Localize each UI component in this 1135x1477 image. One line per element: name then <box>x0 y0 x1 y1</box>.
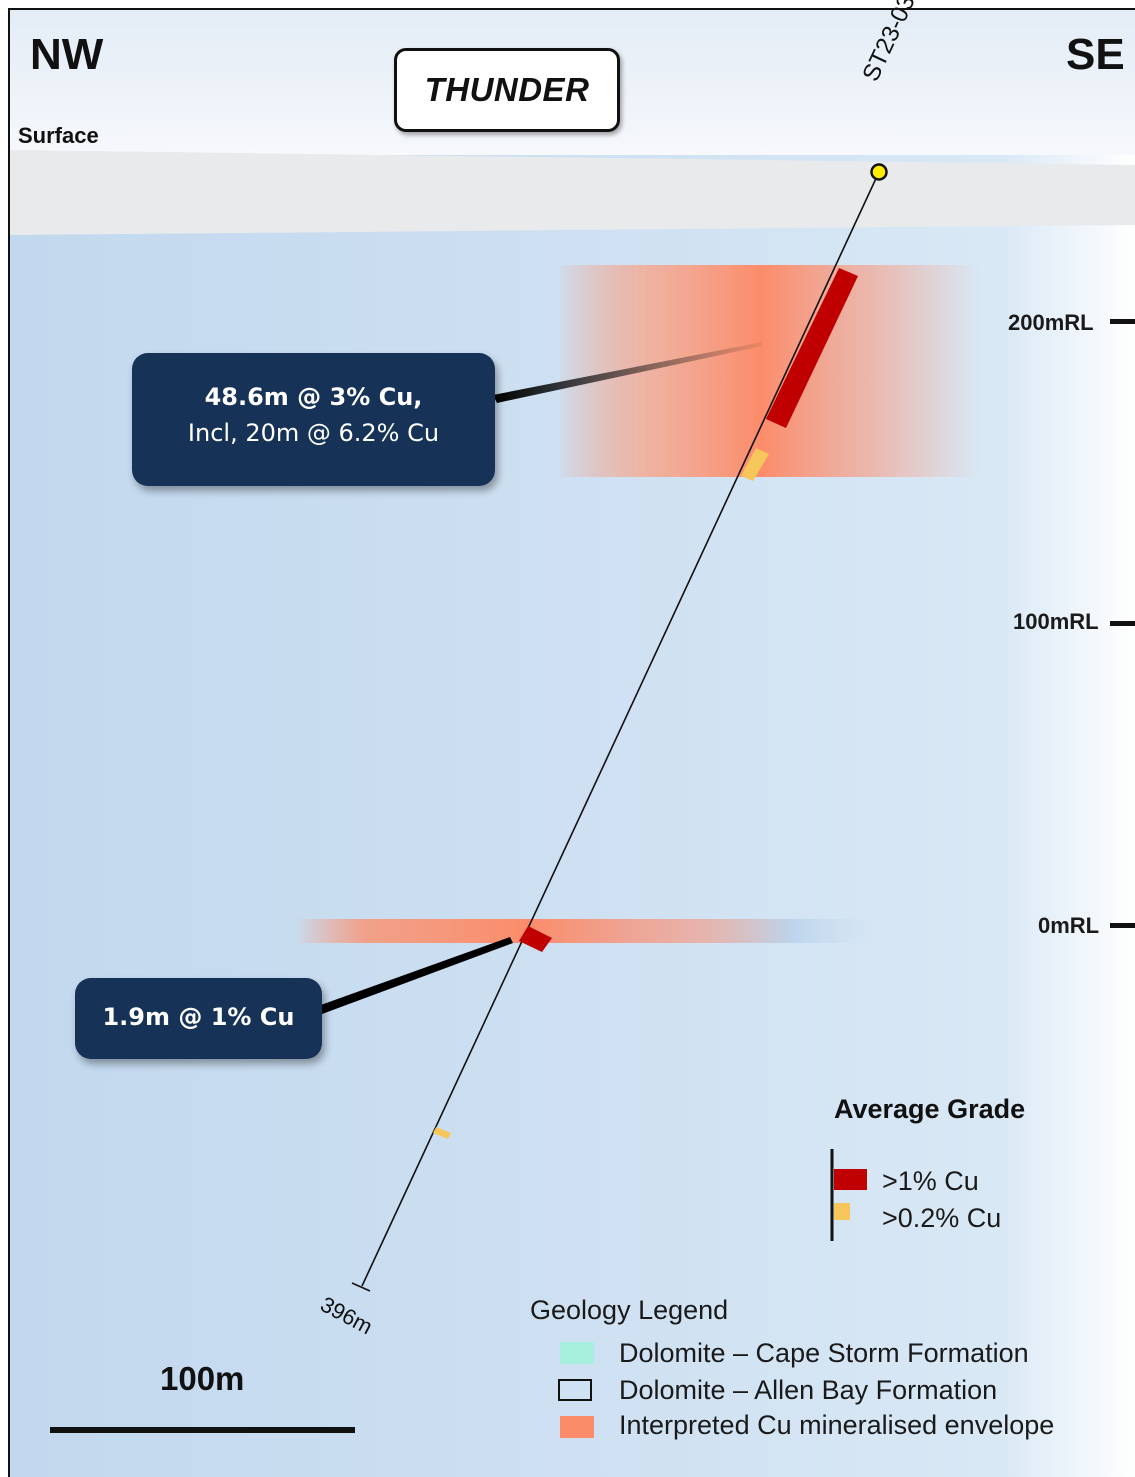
surface-label: Surface <box>18 123 99 148</box>
direction-se-label: SE <box>1066 30 1125 79</box>
allen-bay-legend-label: Dolomite – Allen Bay Formation <box>619 1375 998 1405</box>
low-grade-interval-lower <box>433 1127 451 1139</box>
rock-background <box>10 10 1135 1477</box>
high-grade-interval-upper <box>766 268 858 428</box>
drillhole-trace <box>361 171 880 1287</box>
envelope-legend-label: Interpreted Cu mineralised envelope <box>619 1410 1055 1440</box>
cape-storm-swatch <box>560 1342 594 1364</box>
surface-band <box>10 150 1135 235</box>
low-grade-interval-upper <box>741 448 769 481</box>
grade-legend-title: Average Grade <box>834 1094 1026 1124</box>
rl-tick-100 <box>1110 621 1135 626</box>
collar-icon <box>870 163 888 181</box>
lower-intercept-leader <box>318 937 513 1014</box>
rl-tick-200 <box>1110 319 1135 324</box>
low-grade-legend-label: >0.2% Cu <box>882 1203 1002 1233</box>
rl-tick-0 <box>1110 923 1135 928</box>
end-of-hole-tick <box>351 1282 371 1292</box>
deposit-name-box: THUNDER <box>394 48 620 132</box>
rl-label-0: 0mRL <box>1038 913 1100 938</box>
rl-label-100: 100mRL <box>1013 609 1099 634</box>
upper-intercept-leader <box>493 342 762 403</box>
cape-storm-legend-label: Dolomite – Cape Storm Formation <box>619 1338 1029 1368</box>
low-grade-swatch <box>834 1203 850 1220</box>
upper-intercept-callout: 48.6m @ 3% Cu, Incl, 20m @ 6.2% Cu <box>132 353 495 486</box>
high-grade-legend-label: >1% Cu <box>882 1166 979 1196</box>
upper-intercept-line1: 48.6m @ 3% Cu, <box>204 383 423 411</box>
direction-nw-label: NW <box>30 30 104 79</box>
lower-mineralised-envelope <box>295 919 880 943</box>
frame-border <box>8 8 1135 1477</box>
envelope-swatch <box>560 1416 594 1438</box>
lower-intercept-callout: 1.9m @ 1% Cu <box>75 978 322 1059</box>
lower-intercept-line1: 1.9m @ 1% Cu <box>102 1003 295 1031</box>
geology-legend-title: Geology Legend <box>530 1295 729 1325</box>
scale-bar <box>50 1427 355 1433</box>
rl-label-200: 200mRL <box>1008 310 1094 335</box>
upper-intercept-line2: Incl, 20m @ 6.2% Cu <box>187 419 440 447</box>
allen-bay-swatch <box>558 1379 592 1401</box>
high-grade-swatch <box>834 1169 867 1190</box>
scale-bar-label: 100m <box>160 1360 245 1397</box>
deposit-name: THUNDER <box>424 71 590 108</box>
high-grade-interval-lower <box>519 926 552 952</box>
